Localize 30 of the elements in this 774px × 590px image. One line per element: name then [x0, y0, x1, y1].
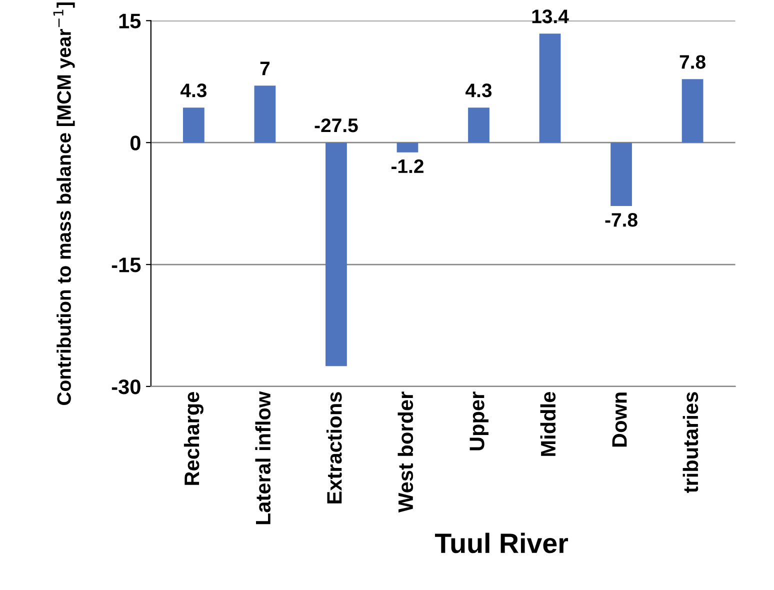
y-tick-label: 15 — [119, 14, 141, 28]
x-tick-label: Middle — [540, 392, 556, 456]
x-tick-label: Upper — [470, 392, 488, 450]
x-tick-label: tributaries — [682, 392, 698, 493]
y-tick-label: -30 — [112, 379, 140, 394]
x-tick-label: Down — [612, 392, 627, 447]
x-tick-label: Lateral inflow — [255, 391, 271, 524]
bar — [396, 142, 418, 152]
bar — [539, 34, 561, 143]
data-label: 4.3 — [180, 84, 206, 98]
data-label: 4.3 — [466, 84, 492, 98]
x-tick-label: Recharge — [184, 392, 204, 485]
data-label: -7.8 — [605, 213, 638, 227]
x-tick-label: West border — [398, 392, 414, 512]
bar — [326, 142, 347, 366]
bar — [610, 142, 632, 206]
y-axis-title: Contribution to mass balance [MCM year$^{−1}$] — [53, 2, 75, 405]
data-label: 13.4 — [532, 10, 569, 24]
data-label: 7 — [260, 62, 270, 76]
y-tick-label: -15 — [112, 258, 141, 272]
bar — [254, 86, 276, 143]
data-label: 7.8 — [680, 55, 706, 69]
y-tick-label: 0 — [130, 136, 140, 150]
data-label: -27.5 — [314, 118, 358, 132]
bar — [183, 108, 204, 143]
data-label: -1.2 — [391, 159, 424, 173]
bar — [468, 108, 490, 143]
x-axis-title: Tuul River — [434, 532, 568, 554]
x-tick-label: Extractions — [326, 392, 342, 504]
bar — [682, 79, 704, 143]
